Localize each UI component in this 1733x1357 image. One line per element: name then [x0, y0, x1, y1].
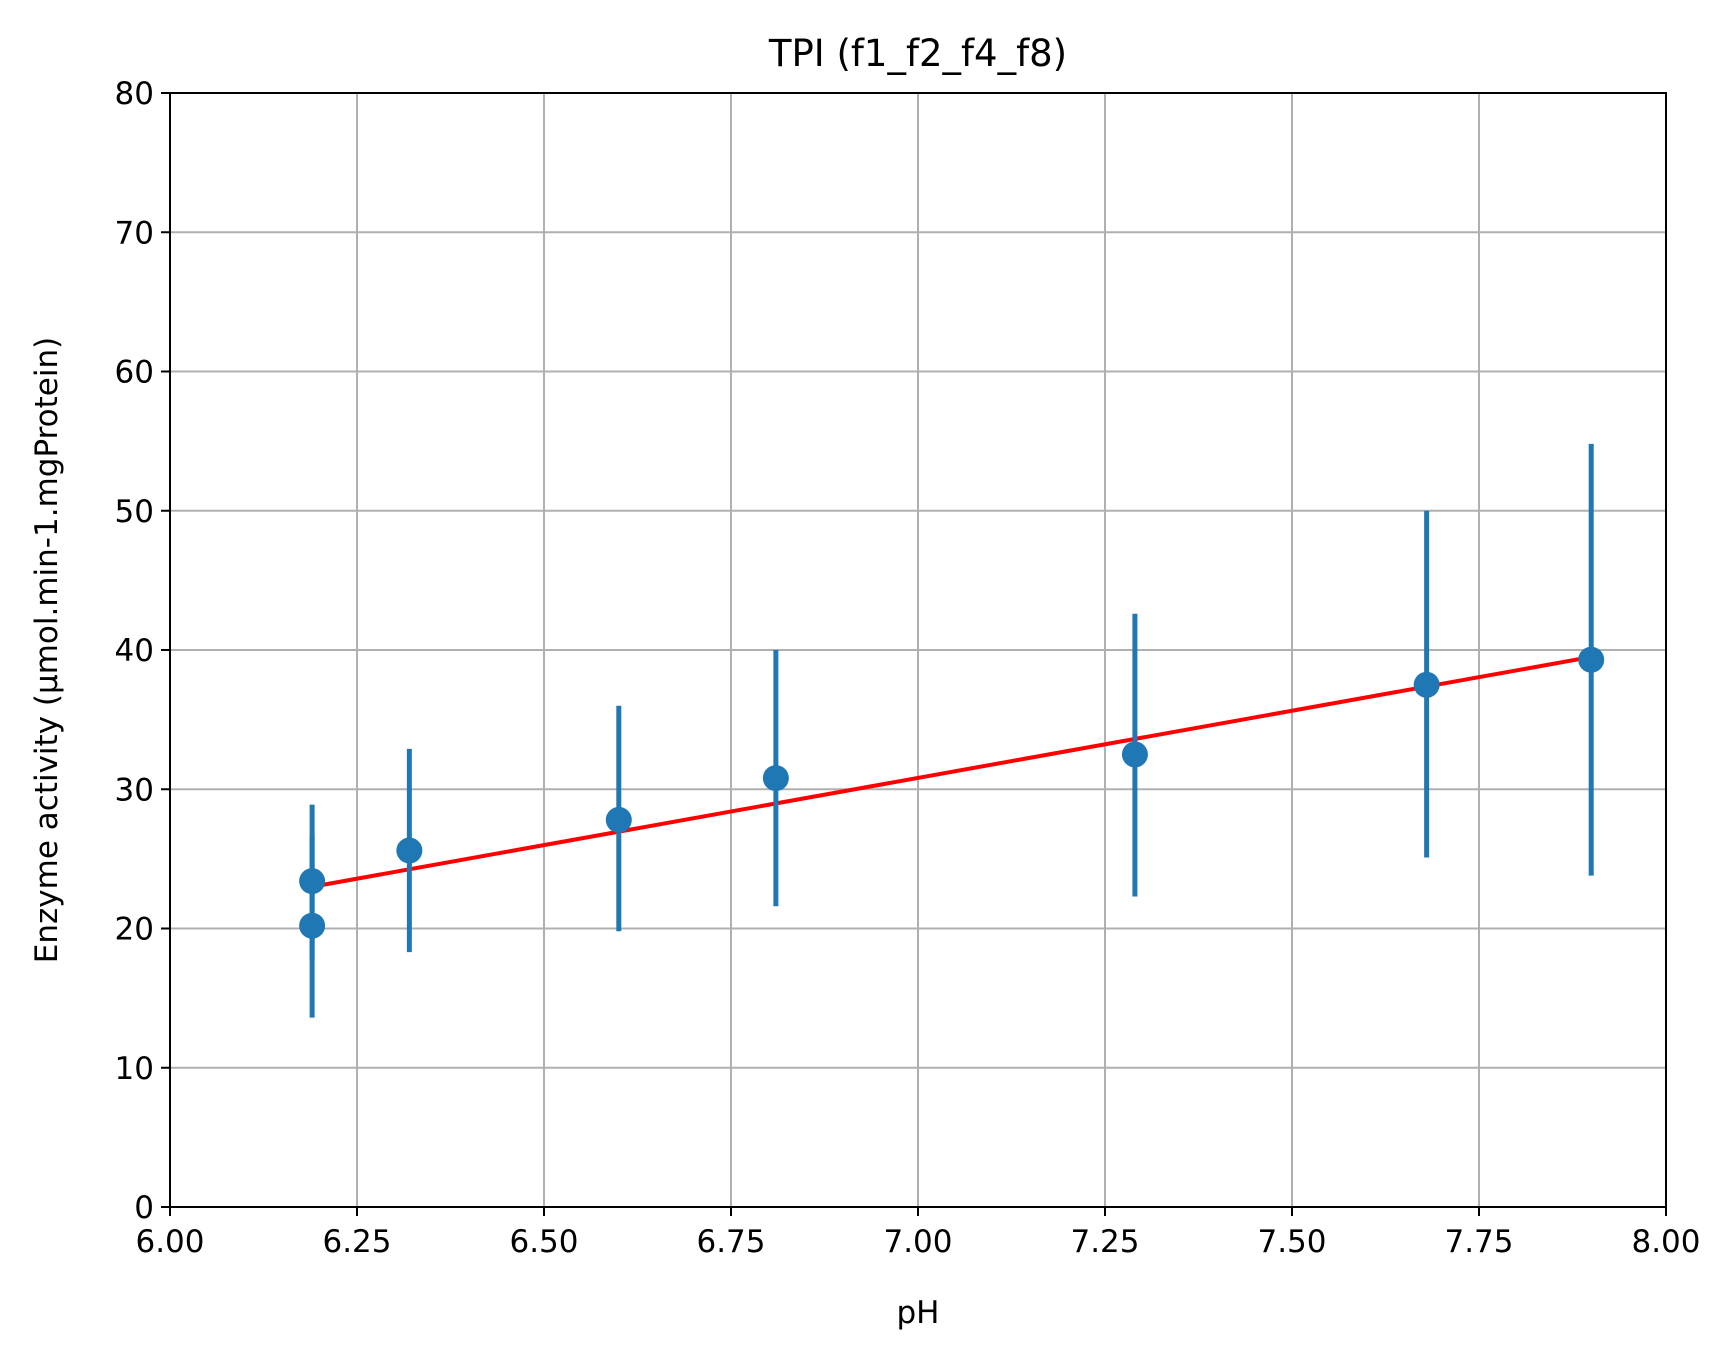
error-bars	[309, 443, 1594, 1018]
y-tick-label: 80	[115, 76, 154, 112]
data-points	[299, 646, 1605, 939]
x-tick-label: 7.75	[1444, 1224, 1513, 1260]
x-tick-label: 8.00	[1631, 1224, 1700, 1260]
y-tick-label: 60	[115, 355, 154, 391]
data-point	[605, 806, 632, 833]
x-tick-label: 6.75	[696, 1224, 765, 1260]
data-point	[299, 868, 326, 895]
y-tick-label: 10	[115, 1051, 154, 1087]
x-tick-label: 7.50	[1257, 1224, 1326, 1260]
x-tick-label: 7.00	[883, 1224, 952, 1260]
x-axis-ticks: 6.00 6.25 6.50 6.75 7.00 7.25 7.50 7.75 8.00	[135, 1207, 1701, 1260]
x-tick-label: 6.25	[322, 1224, 391, 1260]
x-tick-label: 6.50	[509, 1224, 578, 1260]
y-tick-label: 20	[115, 912, 154, 948]
chart-title: TPI (f1_f2_f4_f8)	[768, 32, 1067, 75]
data-point	[1413, 671, 1440, 698]
y-tick-label: 40	[115, 633, 154, 669]
y-tick-label: 0	[134, 1190, 154, 1226]
x-tick-label: 6.00	[135, 1224, 204, 1260]
fit-line	[311, 654, 1592, 889]
y-axis-ticks: 0 10 20 30 40 50 60 70 80	[115, 76, 170, 1226]
x-axis-label: pH	[897, 1295, 940, 1331]
grid	[169, 92, 1667, 1208]
x-tick-label: 7.25	[1070, 1224, 1139, 1260]
data-point	[1121, 741, 1148, 768]
y-tick-label: 70	[115, 215, 154, 251]
y-tick-label: 50	[115, 494, 154, 530]
data-point	[299, 912, 326, 939]
fit-line-group	[311, 654, 1592, 889]
y-tick-label: 30	[115, 772, 154, 808]
data-point	[1578, 646, 1605, 673]
data-point	[396, 837, 423, 864]
data-point	[762, 765, 789, 792]
y-axis-label: Enzyme activity (µmol.min-1.mgProtein)	[29, 337, 65, 963]
